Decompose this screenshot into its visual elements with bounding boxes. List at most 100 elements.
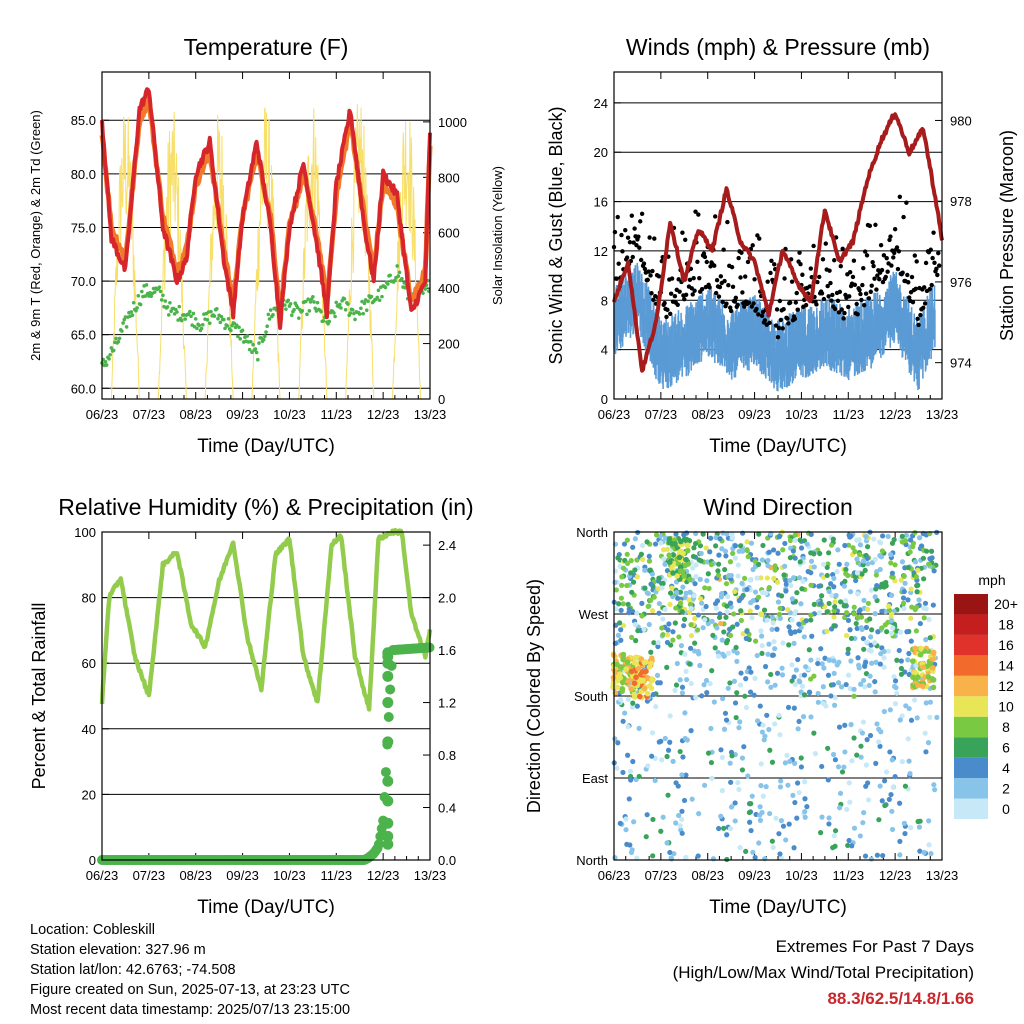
- direction-point: [756, 840, 762, 846]
- direction-point: [901, 588, 907, 595]
- direction-point: [912, 606, 918, 613]
- dewpoint-point: [200, 322, 205, 327]
- direction-point: [797, 537, 803, 543]
- direction-point: [848, 635, 855, 642]
- direction-point: [659, 757, 665, 763]
- direction-point: [891, 683, 898, 690]
- direction-point: [879, 548, 885, 554]
- direction-point: [912, 697, 918, 703]
- direction-point: [751, 692, 757, 698]
- direction-point: [613, 587, 619, 593]
- direction-point: [882, 802, 888, 809]
- gust-point: [641, 261, 647, 266]
- gust-point: [714, 278, 720, 283]
- direction-point: [758, 761, 764, 767]
- direction-point: [739, 767, 746, 773]
- direction-point: [658, 828, 664, 834]
- dewpoint-point: [179, 318, 184, 323]
- direction-point: [894, 690, 900, 696]
- x-tick-label: 09/23: [738, 407, 771, 422]
- direction-point: [628, 570, 634, 576]
- gust-point: [859, 297, 864, 303]
- x-tick-label: 12/23: [879, 868, 912, 883]
- direction-point: [627, 842, 633, 848]
- direction-point: [770, 547, 777, 553]
- x-tick-label: 12/23: [367, 868, 400, 883]
- direction-point: [925, 740, 932, 746]
- dewpoint-point: [362, 301, 367, 305]
- direction-point: [802, 779, 808, 785]
- direction-point: [772, 567, 778, 573]
- gust-point: [778, 317, 784, 323]
- direction-point: [816, 610, 822, 616]
- y-tick-label: 20: [594, 145, 608, 160]
- direction-point: [633, 638, 639, 644]
- dewpoint-point: [263, 334, 267, 339]
- gust-point: [864, 253, 870, 258]
- direction-point: [685, 561, 692, 567]
- direction-point: [757, 804, 763, 810]
- direction-point: [692, 540, 699, 547]
- direction-point: [777, 851, 783, 857]
- direction-point: [624, 659, 631, 665]
- direction-point: [670, 637, 676, 643]
- location-text: Location: Cobleskill: [30, 922, 155, 938]
- direction-point: [734, 650, 740, 656]
- direction-point: [647, 567, 653, 573]
- direction-point: [737, 719, 743, 725]
- dewpoint-point: [166, 313, 171, 317]
- chart-title: Temperature (F): [184, 34, 349, 60]
- direction-point: [649, 571, 656, 577]
- direction-point: [656, 610, 662, 616]
- direction-point: [642, 585, 648, 591]
- colorbar-label: 16: [998, 637, 1014, 653]
- dewpoint-point: [380, 294, 384, 299]
- direction-point: [759, 650, 765, 657]
- dewpoint-point: [388, 273, 392, 278]
- y-axis-label: 2m & 9m T (Red, Orange) & 2m Td (Green): [28, 110, 43, 361]
- dewpoint-point: [238, 337, 243, 341]
- direction-point: [677, 589, 684, 595]
- direction-point: [750, 849, 756, 855]
- direction-point: [669, 565, 675, 572]
- direction-point: [915, 682, 921, 689]
- direction-point: [762, 733, 768, 739]
- direction-point: [846, 780, 852, 786]
- gust-point: [811, 243, 816, 249]
- gust-point: [854, 301, 859, 307]
- y-tick-label: 75.0: [71, 220, 96, 235]
- direction-point: [890, 784, 896, 790]
- gust-point: [852, 282, 858, 288]
- colorbar-label: 6: [1002, 739, 1010, 755]
- direction-point: [906, 705, 912, 712]
- dewpoint-point: [339, 306, 343, 310]
- gust-point: [692, 288, 697, 293]
- direction-point: [811, 673, 817, 679]
- direction-point: [796, 621, 802, 627]
- direction-point: [732, 555, 738, 561]
- dewpoint-point: [267, 317, 272, 321]
- direction-point: [862, 567, 868, 573]
- direction-point: [892, 701, 899, 707]
- direction-point: [922, 600, 929, 606]
- gust-point: [625, 235, 631, 240]
- direction-point: [921, 849, 927, 856]
- direction-point: [775, 550, 781, 556]
- direction-point: [811, 564, 817, 570]
- direction-point: [722, 548, 729, 554]
- direction-point: [782, 540, 788, 547]
- dewpoint-point: [140, 289, 144, 294]
- direction-point: [727, 760, 733, 766]
- gust-point: [851, 258, 857, 263]
- direction-point: [738, 595, 745, 601]
- gust-point: [863, 291, 869, 296]
- direction-point: [635, 665, 642, 672]
- dewpoint-point: [346, 302, 350, 306]
- direction-point: [930, 684, 937, 691]
- direction-point: [872, 594, 878, 600]
- direction-point: [676, 812, 682, 819]
- direction-point: [670, 758, 676, 764]
- direction-point: [900, 595, 907, 601]
- direction-point: [679, 816, 685, 823]
- direction-point: [651, 640, 657, 646]
